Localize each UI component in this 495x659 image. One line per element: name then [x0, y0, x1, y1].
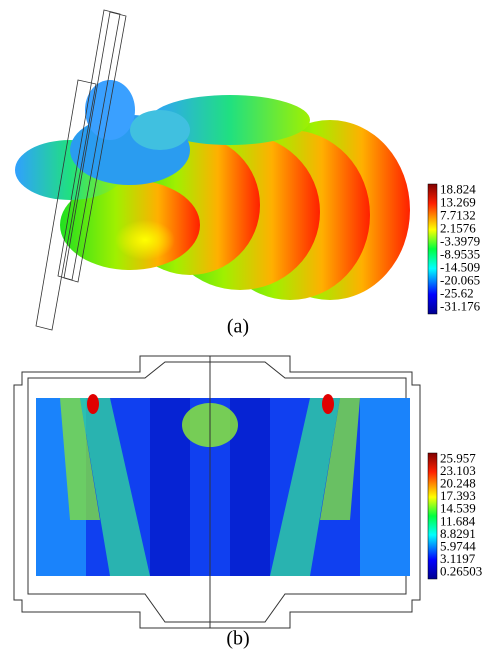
colorbar-label: -31.176 — [440, 298, 481, 313]
figure: (a) (b) 18.82413.2697.71322.1576-3.3979-… — [0, 0, 495, 654]
field-map — [36, 394, 410, 576]
colorbar-label: 0.26503 — [440, 564, 482, 579]
caption: (a) — [227, 316, 249, 338]
colorbar — [428, 453, 437, 579]
caption: (b) — [226, 628, 249, 650]
colorbar — [428, 184, 437, 314]
radiation-pattern — [15, 10, 410, 330]
